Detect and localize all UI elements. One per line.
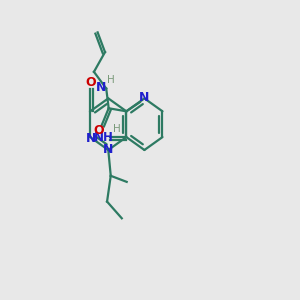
Text: N: N: [139, 91, 150, 104]
Text: N: N: [96, 81, 106, 94]
Text: O: O: [85, 76, 95, 89]
Text: H: H: [113, 124, 121, 134]
Text: N: N: [86, 132, 97, 145]
Text: NH: NH: [94, 130, 114, 144]
Text: O: O: [94, 124, 104, 137]
Text: N: N: [103, 143, 113, 157]
Text: H: H: [107, 75, 115, 85]
